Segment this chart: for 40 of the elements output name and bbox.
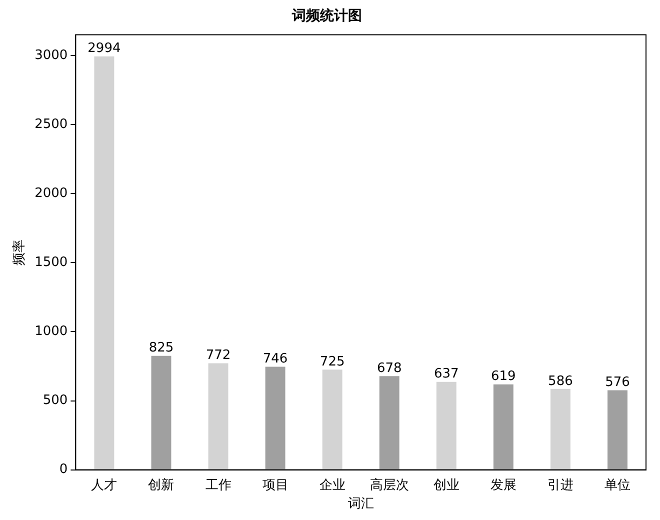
- bar: [436, 382, 456, 470]
- bar: [94, 56, 114, 470]
- bar: [379, 376, 400, 470]
- x-axis-title: 词汇: [348, 496, 374, 512]
- x-tick-label: 创新: [148, 478, 174, 493]
- y-tick-label: 1000: [34, 324, 68, 340]
- data-label: 678: [376, 361, 402, 376]
- data-label: 725: [320, 354, 345, 370]
- x-tick-label: 创业: [433, 478, 460, 493]
- x-tick-label: 企业: [319, 478, 346, 493]
- bar: [550, 388, 570, 470]
- x-tick-label: 人才: [91, 478, 118, 493]
- x-tick-label: 工作: [205, 478, 232, 493]
- y-tick-label: 2500: [34, 116, 68, 132]
- y-axis-title: 频率: [11, 239, 28, 266]
- data-label: 772: [206, 348, 231, 364]
- y-tick-label: 0: [59, 462, 68, 478]
- data-label: 825: [148, 340, 174, 356]
- y-tick-label: 1500: [34, 255, 68, 270]
- bar: [608, 390, 628, 470]
- x-tick-label: 单位: [604, 478, 630, 493]
- bar: [208, 363, 228, 470]
- x-tick-label: 项目: [262, 478, 288, 493]
- bar: [265, 366, 286, 470]
- bar: [151, 356, 172, 470]
- data-label: 576: [605, 375, 630, 390]
- data-label: 746: [262, 352, 288, 367]
- data-label: 586: [548, 374, 573, 389]
- x-tick-label: 引进: [547, 478, 574, 493]
- x-tick-label: 发展: [490, 478, 516, 493]
- bar: [493, 384, 514, 470]
- data-label: 2994: [88, 41, 121, 56]
- x-tick-label: 高层次: [370, 476, 409, 493]
- chart-title: 词频统计图: [291, 7, 362, 24]
- data-label: 637: [434, 366, 459, 382]
- y-tick-label: 3000: [34, 48, 68, 63]
- y-tick-label: 2000: [34, 186, 68, 201]
- y-tick-label: 500: [42, 393, 68, 408]
- data-label: 619: [491, 369, 516, 384]
- bar: [322, 370, 342, 470]
